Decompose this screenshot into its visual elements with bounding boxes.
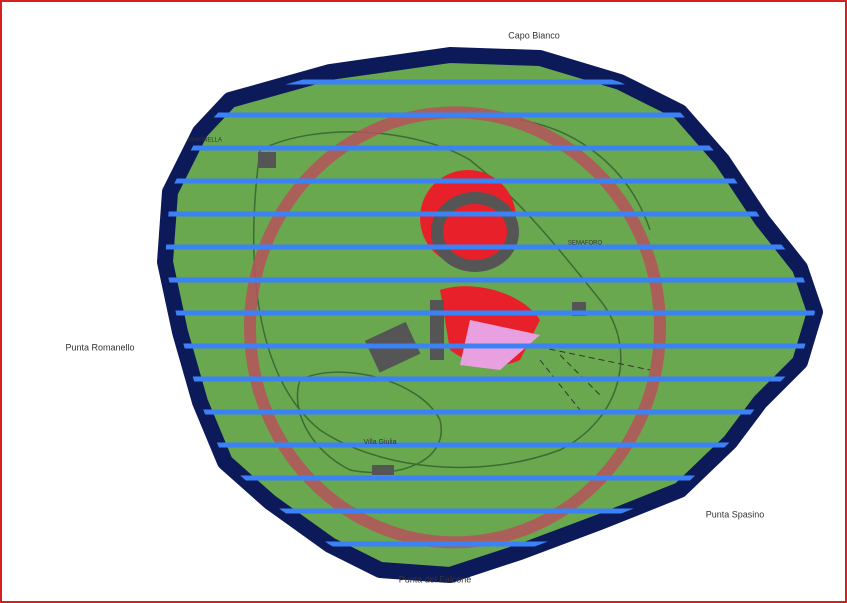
place-label: Punta del Falcone: [399, 574, 472, 584]
place-label: MARINELLA: [188, 138, 222, 144]
place-label: Punta Romanello: [65, 342, 134, 352]
site: [258, 152, 651, 475]
place-label: Capo Bianco: [508, 30, 560, 40]
place-label: SEMAFORO: [568, 241, 603, 247]
place-label: Villa Giulia: [364, 439, 397, 446]
place-label: Punta Spasino: [706, 509, 765, 519]
